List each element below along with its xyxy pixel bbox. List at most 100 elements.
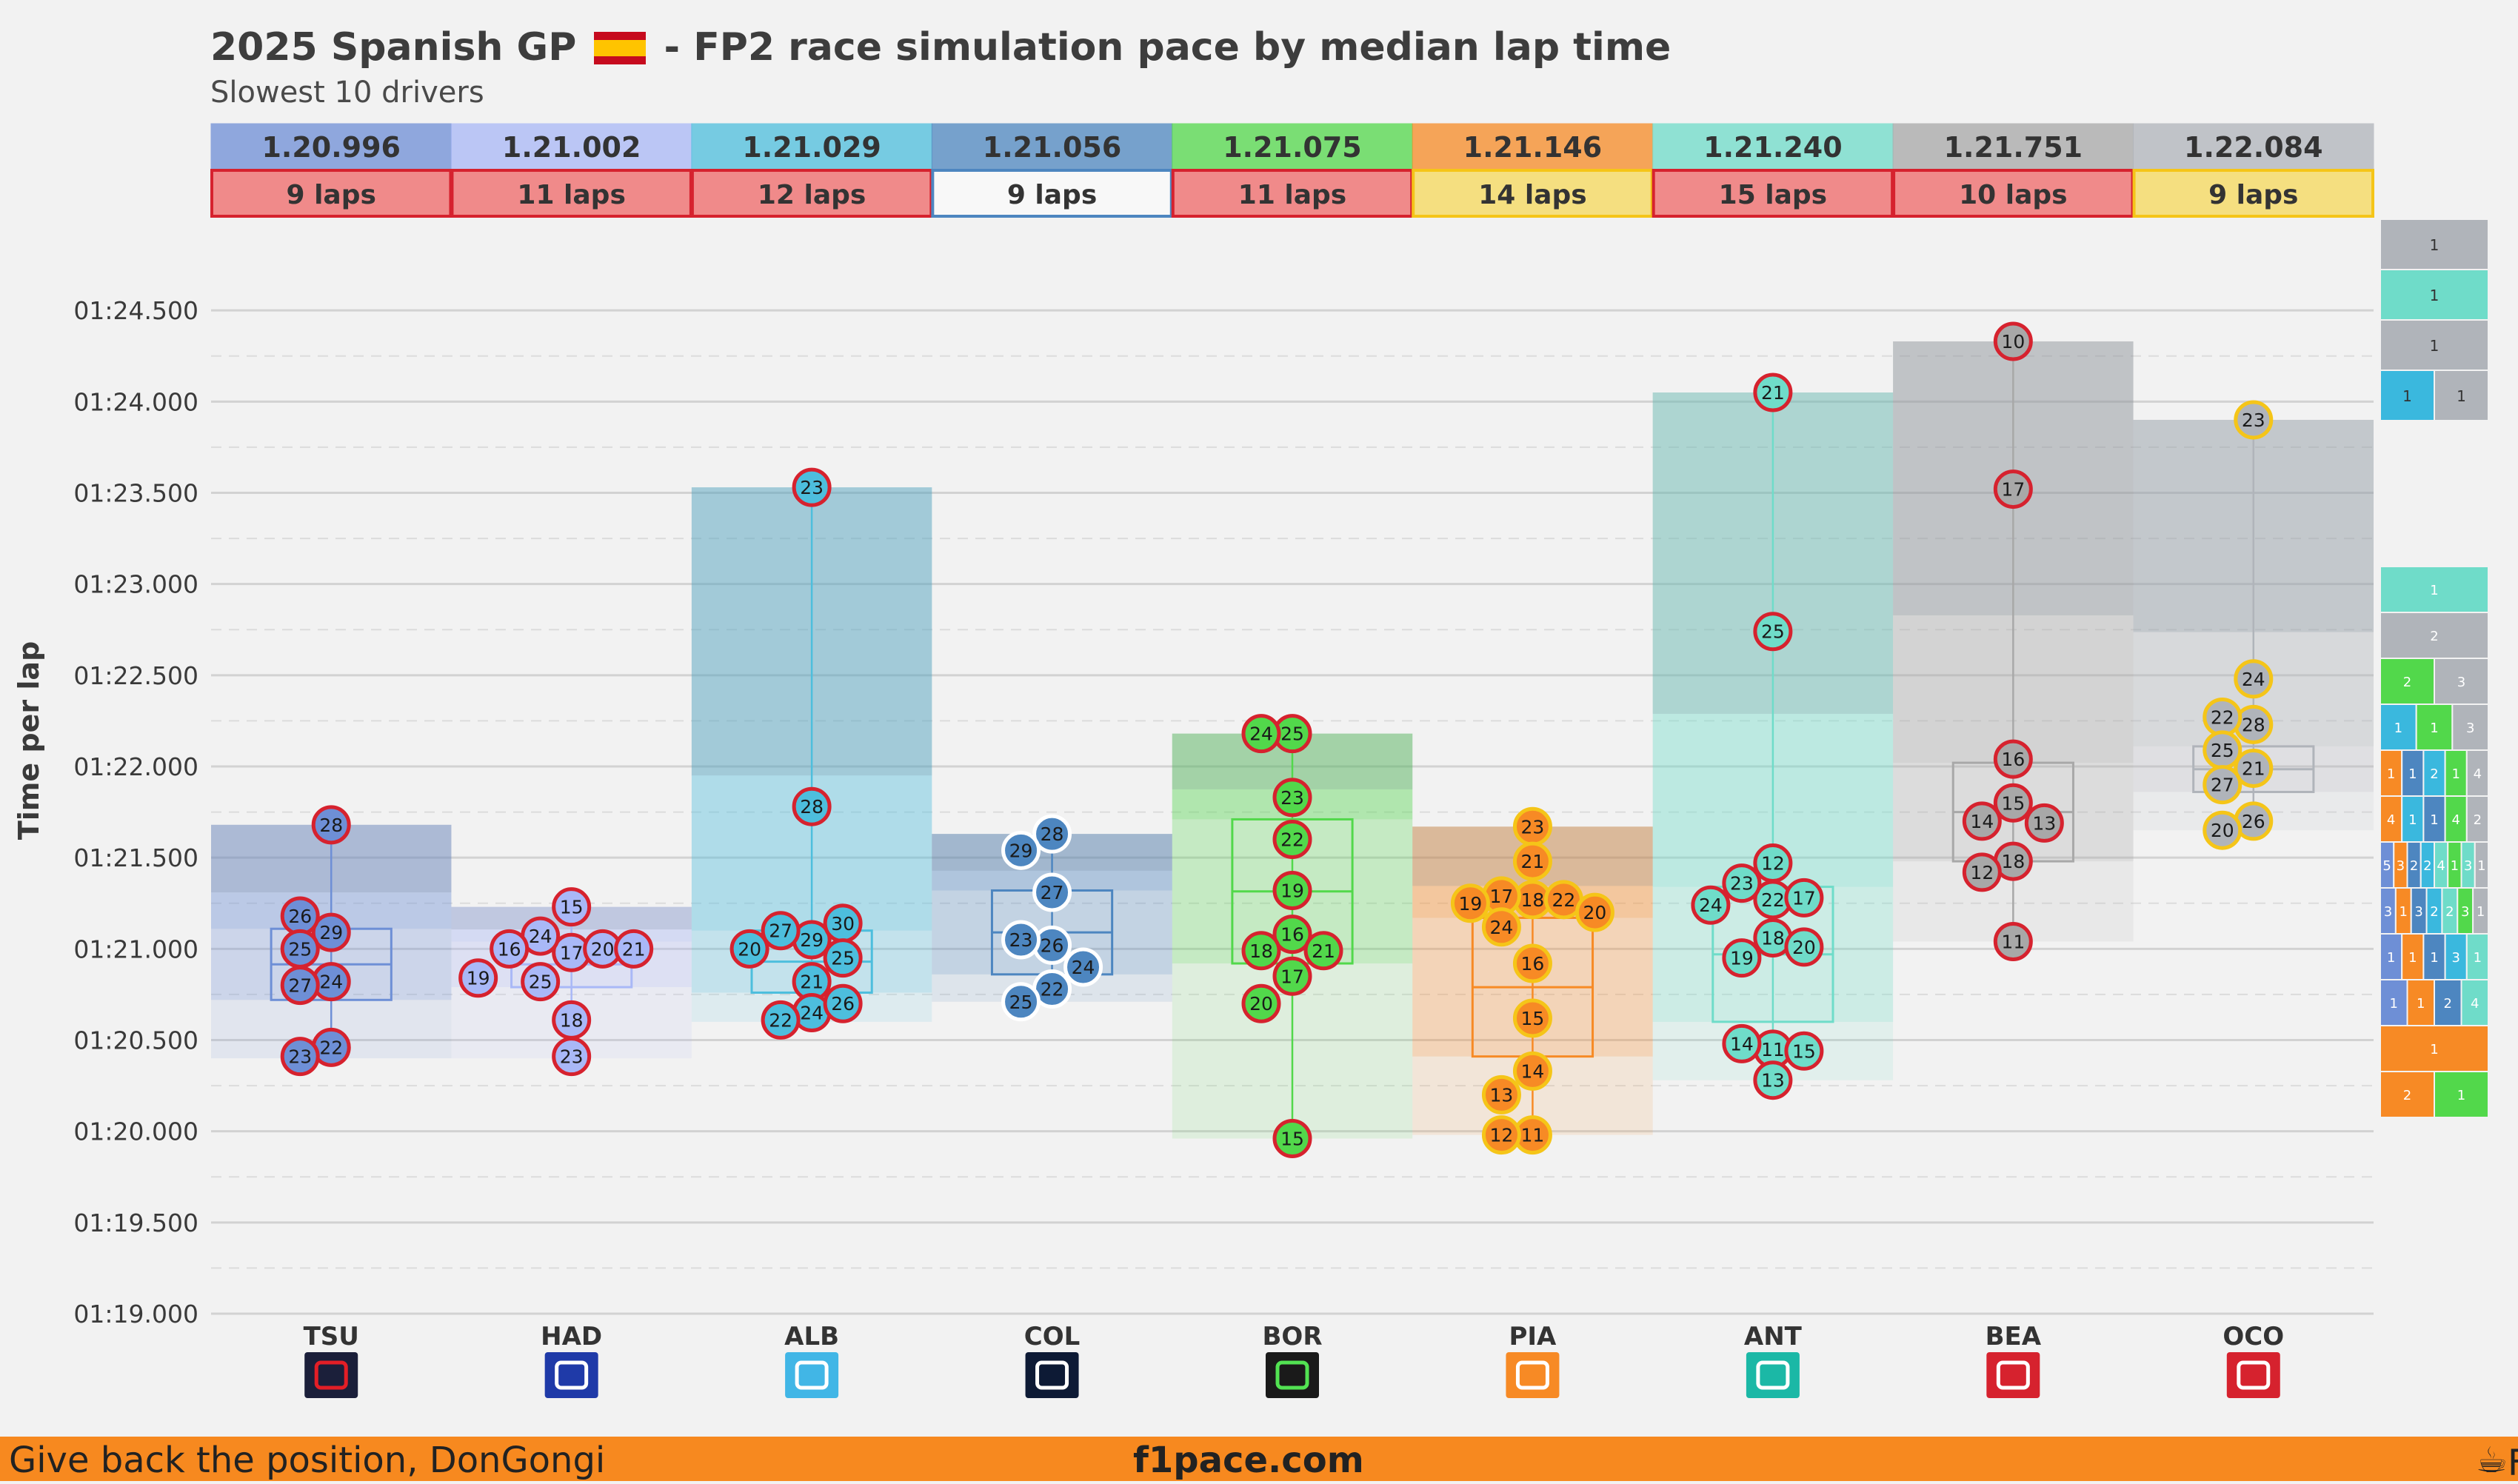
alpine-logo — [1025, 1352, 1079, 1398]
y-tick-label: 01:24.000 — [73, 387, 198, 416]
lap-point: 14 — [1722, 1023, 1762, 1063]
lap-point: 23 — [792, 467, 832, 507]
lap-marker — [1753, 612, 1793, 652]
tyre-cell — [2465, 749, 2490, 797]
lap-number: 20 — [1792, 937, 1816, 958]
lap-marker — [1272, 956, 1312, 996]
lap-point: 11 — [1993, 921, 2033, 961]
lap-point: 16 — [1512, 943, 1552, 983]
lap-point: 19 — [1450, 883, 1490, 923]
footer-bar: Give back the position, DonGongi f1pace.… — [0, 1437, 2518, 1484]
lap-number: 25 — [1280, 723, 1304, 745]
tyre-cell-label: 4 — [2387, 812, 2395, 828]
tyre-cell-label: 3 — [2451, 950, 2459, 966]
tyre-cell-label: 1 — [2394, 721, 2402, 736]
tyre-cell — [2380, 218, 2489, 270]
lap-number: 23 — [2242, 410, 2265, 431]
tyre-cell-label: 1 — [2430, 721, 2438, 736]
lap-number: 19 — [1280, 880, 1304, 902]
lap-number: 22 — [319, 1037, 343, 1058]
footer-tagline: Give back the position, DonGongi — [9, 1440, 606, 1481]
logo-mark — [2237, 1360, 2271, 1390]
lap-marker — [1512, 943, 1552, 983]
tyre-cell-label: 3 — [2466, 721, 2474, 736]
lap-marker — [1993, 469, 2033, 509]
driver-column-ant: 21 25 12 22 23 17 24 18 19 20 11 14 15 13 — [1652, 372, 1894, 1100]
tyre-cell-label: 2 — [2430, 766, 2438, 782]
lap-number: 18 — [1249, 940, 1273, 962]
lap-point: 20 — [729, 929, 769, 969]
lap-marker — [280, 1037, 320, 1077]
tyre-cell — [2422, 795, 2446, 843]
lap-point: 28 — [311, 805, 351, 845]
y-tick-label: 01:20.500 — [73, 1026, 198, 1055]
lap-number: 18 — [2001, 851, 2025, 872]
lap-number: 17 — [1490, 886, 1514, 907]
lap-marker — [1241, 983, 1281, 1023]
lap-number: 12 — [1490, 1125, 1514, 1146]
haas-logo — [1986, 1352, 2040, 1398]
lap-marker — [761, 911, 801, 951]
lap-point: 25 — [823, 938, 863, 978]
tyre-cell-label: 1 — [2430, 1042, 2438, 1057]
lap-number: 24 — [800, 1003, 824, 1024]
lap-marker — [1032, 814, 1072, 854]
lap-number: 14 — [1970, 811, 1994, 832]
lap-number: 15 — [1521, 1008, 1545, 1029]
lap-number: 11 — [1521, 1125, 1545, 1146]
lap-number: 16 — [498, 938, 521, 960]
y-tick-label: 01:22.500 — [73, 661, 198, 690]
lap-marker — [1512, 1051, 1552, 1091]
lap-point: 24 — [2234, 659, 2274, 699]
lap-marker — [1481, 1115, 1521, 1155]
lap-marker — [1993, 739, 2033, 779]
footer-brand: ☕F1pace — [2476, 1440, 2518, 1484]
lap-marker — [1512, 841, 1552, 881]
lap-point: 26 — [280, 896, 320, 936]
lap-point: 19 — [1272, 871, 1312, 911]
lap-number: 15 — [560, 897, 584, 918]
tyre-cell-label: 1 — [2402, 387, 2412, 405]
lap-number: 22 — [1041, 979, 1064, 1000]
median-label: 1.21.056 — [983, 131, 1122, 164]
lap-point: 15 — [1272, 1119, 1312, 1159]
lap-point: 29 — [311, 912, 351, 952]
lap-point: 24 — [1241, 714, 1281, 754]
lap-point: 21 — [614, 929, 654, 969]
logo-mark — [314, 1360, 348, 1390]
laps-cell — [450, 169, 692, 218]
lap-number: 17 — [1792, 887, 1816, 909]
lap-number: 24 — [1490, 917, 1514, 938]
logo-mark — [1996, 1360, 2030, 1390]
race-pace-chart: 01:19.000 01:19.500 01:20.000 01:20.500 01:2… — [13, 123, 2490, 1398]
tyre-cell-label: 3 — [2457, 675, 2465, 690]
lap-point: 25 — [1001, 982, 1041, 1022]
tyre-cell-label: 1 — [2477, 904, 2485, 920]
driver-column-had: 15 17 24 20 16 21 25 19 18 23 — [451, 887, 692, 1077]
lap-point: 13 — [2024, 803, 2064, 843]
lap-point: 20 — [1241, 983, 1281, 1023]
lap-number: 28 — [800, 796, 824, 818]
y-tick-label: 01:20.000 — [73, 1117, 198, 1146]
lap-point: 10 — [1993, 321, 2033, 361]
lap-number: 25 — [288, 938, 312, 960]
tyre-cell-label: 1 — [2477, 858, 2485, 874]
racing-bulls-logo — [544, 1352, 598, 1398]
lap-point: 15 — [1784, 1031, 1824, 1071]
lap-marker — [1753, 372, 1793, 412]
footer-site-link[interactable]: f1pace.com — [1133, 1440, 1364, 1481]
lap-point: 28 — [792, 786, 832, 826]
driver-code-label: OCO — [2223, 1322, 2284, 1351]
logo-mark — [1275, 1360, 1309, 1390]
tyre-cell-label: 1 — [2387, 766, 2395, 782]
lap-point: 20 — [1574, 892, 1614, 932]
lap-number: 21 — [800, 972, 824, 993]
tyre-cell-label: 3 — [2464, 858, 2472, 874]
logo-mark — [1515, 1360, 1549, 1390]
lap-point: 29 — [1001, 830, 1041, 870]
lap-point: 17 — [1784, 878, 1824, 918]
median-label: 1.21.240 — [1703, 131, 1843, 164]
lap-marker — [792, 467, 832, 507]
lap-point: 29 — [792, 920, 832, 960]
lap-number: 25 — [1761, 621, 1785, 643]
